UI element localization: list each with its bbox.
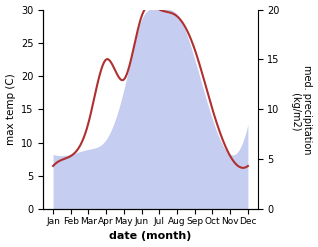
X-axis label: date (month): date (month) — [109, 231, 192, 242]
Y-axis label: max temp (C): max temp (C) — [5, 74, 16, 145]
Y-axis label: med. precipitation
 (kg/m2): med. precipitation (kg/m2) — [291, 65, 313, 154]
